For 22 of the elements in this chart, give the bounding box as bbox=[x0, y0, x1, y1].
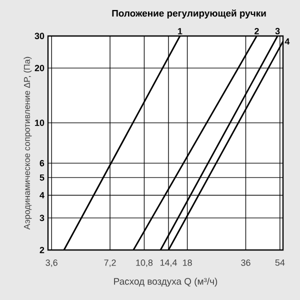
series-label: 1 bbox=[178, 28, 182, 34]
x-tick-label: 36 bbox=[241, 260, 250, 266]
series-label: 3 bbox=[275, 28, 280, 34]
y-tick-label: 10 bbox=[35, 120, 44, 126]
chart-title: Положение регулирующей ручки bbox=[112, 9, 266, 19]
x-tick-label: 7,2 bbox=[104, 260, 116, 267]
x-tick-label: 18 bbox=[183, 260, 192, 266]
x-axis-title: Расход воздуха Q (м³/ч) bbox=[114, 278, 218, 287]
series-label: 2 bbox=[254, 28, 259, 34]
x-tick-label: 54 bbox=[275, 260, 285, 266]
y-tick-label: 30 bbox=[34, 32, 44, 40]
y-tick-label: 5 bbox=[40, 174, 44, 181]
x-tick-label: 10,8 bbox=[136, 260, 153, 267]
x-tick-label: 3,6 bbox=[46, 260, 58, 267]
series-label: 4 bbox=[284, 38, 290, 45]
y-tick-label: 2 bbox=[40, 246, 44, 254]
y-tick-label: 4 bbox=[40, 192, 44, 198]
y-tick-label: 6 bbox=[40, 160, 44, 166]
y-tick-label: 20 bbox=[34, 64, 44, 72]
y-tick-label: 3 bbox=[40, 214, 44, 222]
x-tick-label: 14,4 bbox=[160, 260, 177, 267]
y-axis-title: Аэродинамическое сопротивление ΔP, (Па) bbox=[24, 56, 32, 230]
